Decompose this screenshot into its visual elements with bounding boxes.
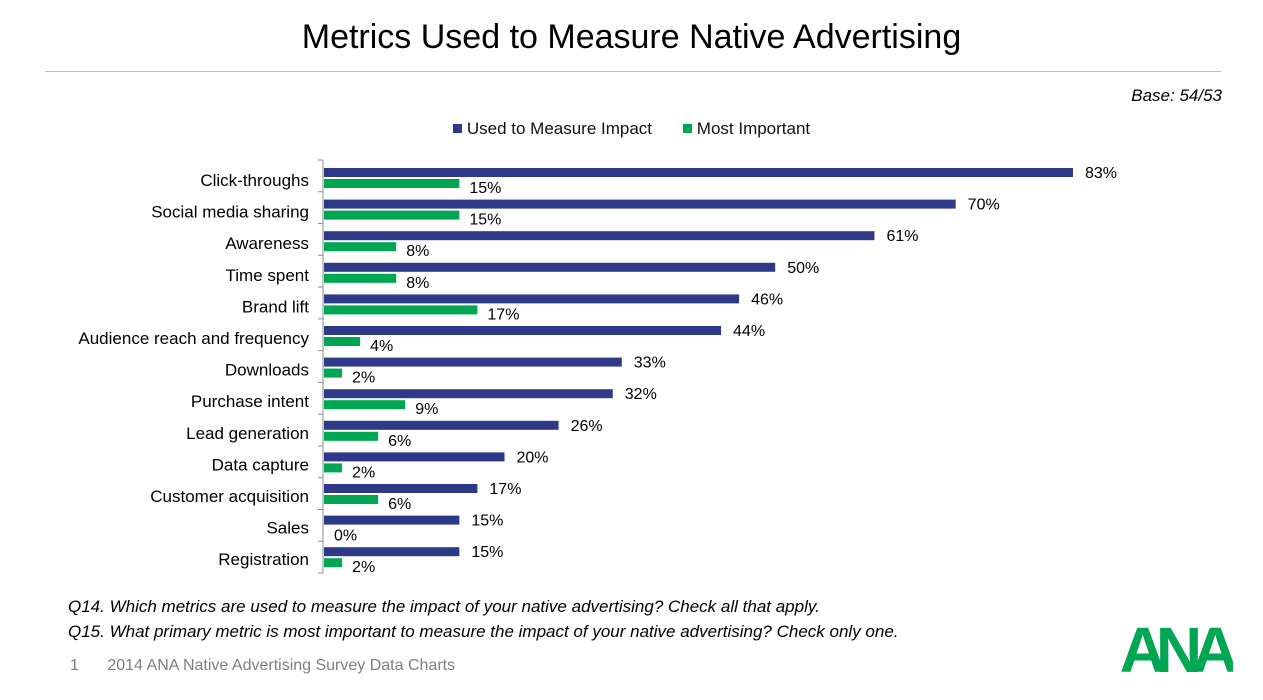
data-label-important: 15%	[469, 180, 501, 197]
bar-used	[324, 262, 776, 272]
bar-important	[324, 337, 361, 346]
category-label: Brand lift	[242, 297, 309, 316]
category-label: Sales	[266, 519, 309, 538]
bar-important	[324, 431, 379, 441]
data-label-important: 2%	[352, 370, 375, 387]
footer-text: 2014 ANA Native Advertising Survey Data …	[107, 657, 456, 674]
bar-important	[324, 400, 406, 410]
bar-used	[324, 168, 1073, 177]
category-label: Purchase intent	[191, 392, 309, 411]
data-label-used: 70%	[968, 197, 1000, 214]
data-label-important: 8%	[406, 275, 429, 292]
legend-label-important: Most Important	[696, 118, 811, 138]
bar-important	[324, 273, 397, 283]
bar-important	[324, 558, 343, 568]
bar-used	[324, 357, 622, 367]
page-number: 1	[70, 657, 79, 674]
data-label-used: 50%	[787, 260, 819, 277]
data-label-used: 17%	[489, 481, 521, 498]
data-label-used: 61%	[886, 228, 918, 245]
bar-used	[324, 452, 505, 462]
category-label: Data capture	[212, 455, 309, 474]
legend-item-important: Most Important	[682, 118, 811, 139]
data-label-important: 8%	[406, 243, 429, 260]
footer: 1 2014 ANA Native Advertising Survey Dat…	[70, 657, 455, 675]
data-label-important: 15%	[469, 212, 501, 229]
category-label: Social media sharing	[151, 203, 309, 222]
data-label-used: 83%	[1085, 165, 1117, 182]
bar-used	[324, 420, 559, 430]
category-label: Time spent	[226, 266, 310, 285]
category-label: Audience reach and frequency	[78, 329, 309, 348]
data-label-important: 4%	[370, 338, 393, 355]
category-label: Customer acquisition	[150, 487, 309, 506]
bar-important	[324, 463, 343, 473]
data-label-important: 6%	[388, 433, 411, 450]
data-label-important: 2%	[352, 559, 375, 576]
legend-swatch-used	[452, 124, 462, 133]
bar-used	[324, 389, 613, 399]
bar-important	[324, 179, 460, 188]
bar-used	[324, 294, 740, 304]
category-label: Awareness	[225, 234, 309, 253]
bar-important	[324, 495, 379, 504]
data-label-used: 15%	[471, 544, 503, 561]
data-label-used: 15%	[471, 513, 503, 530]
data-label-used: 32%	[625, 386, 657, 403]
data-label-used: 44%	[733, 323, 765, 340]
page-title: Metrics Used to Measure Native Advertisi…	[301, 18, 962, 56]
bar-used	[324, 231, 875, 241]
category-label: Registration	[218, 550, 309, 569]
data-label-used: 20%	[516, 449, 548, 466]
data-label-important: 6%	[388, 496, 411, 513]
title-divider	[45, 71, 1221, 72]
ana-logo-text: ANA	[1120, 614, 1233, 678]
bar-used	[324, 484, 478, 493]
bar-used	[324, 515, 460, 525]
data-label-important: 2%	[352, 464, 375, 481]
bar-important	[324, 368, 343, 378]
bar-used	[324, 199, 956, 209]
category-label: Lead generation	[186, 424, 309, 443]
bar-used	[324, 547, 460, 557]
bar-important	[324, 242, 397, 252]
data-label-used: 33%	[634, 355, 666, 372]
question-q15: Q15. What primary metric is most importa…	[68, 622, 899, 641]
data-label-used: 46%	[751, 291, 783, 308]
data-label-important: 17%	[487, 306, 519, 323]
bar-important	[324, 305, 478, 315]
chart-legend: Used to Measure Impact Most Important	[0, 118, 1263, 139]
legend-label-used: Used to Measure Impact	[466, 118, 653, 138]
question-q14: Q14. Which metrics are used to measure t…	[68, 597, 820, 616]
data-label-important: 0%	[334, 528, 357, 545]
legend-item-used: Used to Measure Impact	[452, 118, 653, 139]
data-label-important: 9%	[415, 401, 438, 418]
bar-used	[324, 326, 722, 335]
legend-swatch-important	[682, 124, 692, 133]
category-label: Downloads	[225, 361, 309, 380]
ana-logo: ANA	[1120, 614, 1233, 678]
category-label: Click-throughs	[200, 171, 309, 190]
bar-important	[324, 210, 460, 220]
base-note: Base: 54/53	[1131, 86, 1222, 105]
data-label-used: 26%	[571, 418, 603, 435]
